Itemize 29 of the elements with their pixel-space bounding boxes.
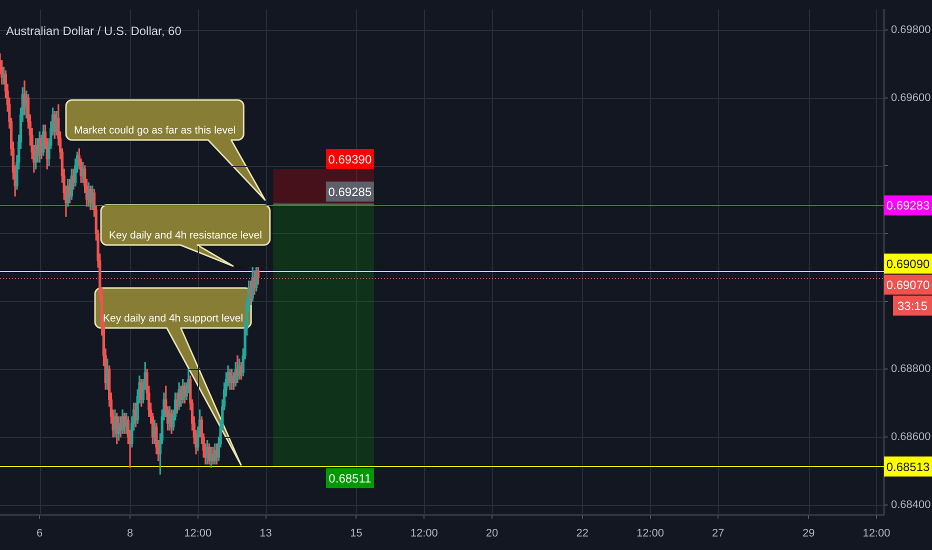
annotation: Market could go as far as this level: [74, 124, 236, 136]
y-tick-label: 0.69800: [891, 24, 931, 36]
y-tick-label: 0.68400: [891, 498, 931, 511]
x-tick-label: 22: [576, 528, 589, 540]
x-tick-label: 8: [126, 528, 134, 540]
annotation: Key daily and 4h resistance level: [109, 229, 262, 242]
x-tick-label: 12:00: [184, 528, 212, 540]
text: Australian Dollar / U.S. Dollar, 60: [6, 24, 182, 38]
ref-line-label: 0.69070: [886, 278, 930, 292]
band-label: 0.68511: [328, 471, 372, 486]
y-tick-label: 0.69600: [891, 92, 931, 104]
y-tick-label: 0.68600: [891, 431, 931, 444]
x-tick-label: 6: [36, 528, 43, 540]
ref-line-label: 0.69090: [886, 256, 930, 271]
ref-line-label: 0.68513: [886, 460, 930, 474]
ref-line-label: 0.69283: [886, 198, 930, 213]
x-tick-label: 20: [486, 528, 498, 540]
x-tick-label: 12:00: [862, 528, 890, 540]
x-tick-label: 12:00: [410, 528, 438, 540]
x-tick-label: 15: [350, 528, 362, 540]
x-tick-label: 29: [802, 528, 815, 540]
annotation: Key daily and 4h support level: [103, 312, 244, 324]
band-label: 0.69390: [328, 152, 372, 166]
y-tick-label: 0.68800: [891, 363, 931, 376]
x-tick-label: 27: [712, 528, 724, 540]
ref-line-label: 0.69285: [328, 184, 372, 199]
text: 33:15: [897, 298, 928, 313]
x-tick-label: 13: [260, 528, 272, 540]
x-tick-label: 12:00: [636, 528, 664, 540]
